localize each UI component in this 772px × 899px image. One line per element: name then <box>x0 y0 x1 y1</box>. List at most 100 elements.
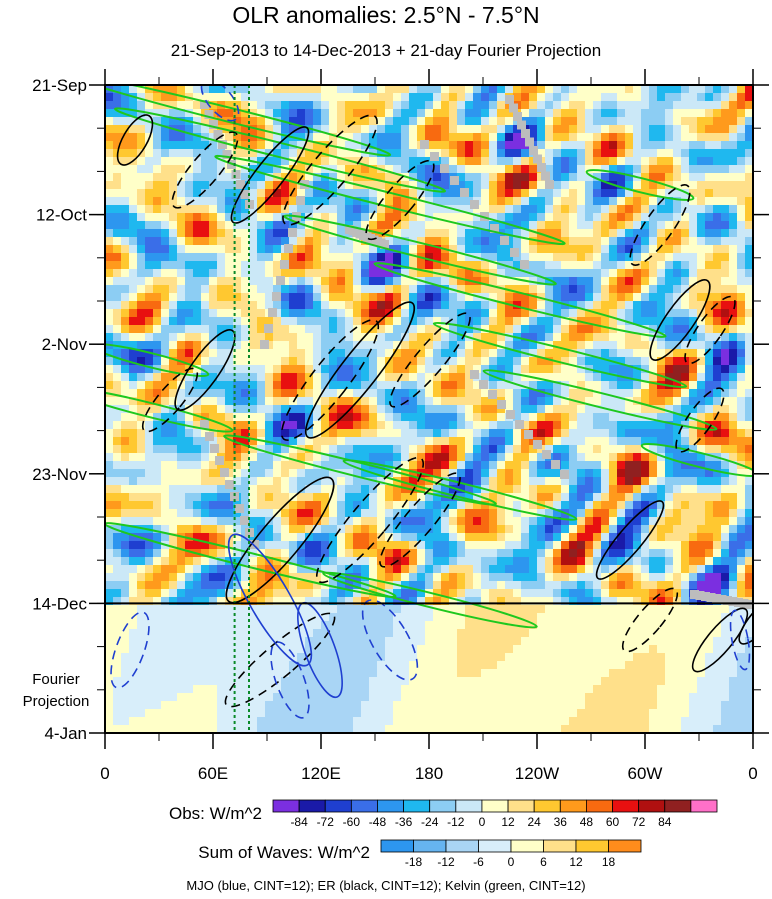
field-cell <box>337 309 346 318</box>
field-cell <box>569 141 578 150</box>
field-cell <box>689 349 698 358</box>
field-cell <box>737 205 746 214</box>
field-cell <box>449 109 458 118</box>
field-cell <box>601 453 610 462</box>
field-cell <box>705 349 714 358</box>
field-cell <box>377 101 386 110</box>
field-cell <box>553 245 562 254</box>
field-cell <box>737 141 746 150</box>
field-cell <box>209 349 218 358</box>
field-cell <box>185 85 194 94</box>
field-cell <box>465 453 474 462</box>
field-cell <box>641 533 650 542</box>
field-cell <box>409 373 418 382</box>
field-cell <box>321 357 330 366</box>
field-cell <box>649 125 658 134</box>
field-cell <box>617 381 626 390</box>
field-cell <box>617 317 626 326</box>
field-cell <box>121 285 130 294</box>
field-cell <box>585 309 594 318</box>
field-cell <box>153 141 162 150</box>
field-cell <box>545 157 554 166</box>
field-cell <box>465 541 474 550</box>
field-cell <box>129 557 138 566</box>
field-cell <box>209 245 218 254</box>
field-cell <box>401 213 410 222</box>
field-cell <box>737 549 746 558</box>
field-cell <box>473 477 482 486</box>
field-cell <box>225 85 234 94</box>
field-cell <box>593 469 602 478</box>
field-cell <box>473 549 482 558</box>
field-cell <box>529 565 538 574</box>
field-cell <box>145 149 154 158</box>
field-cell <box>121 277 130 286</box>
field-cell <box>601 525 610 534</box>
field-cell <box>129 341 138 350</box>
field-cell <box>297 517 306 526</box>
field-cell <box>665 93 674 102</box>
field-cell <box>105 517 114 526</box>
field-cell <box>177 109 186 118</box>
field-cell <box>129 469 138 478</box>
field-cell <box>185 333 194 342</box>
field-cell <box>513 573 522 582</box>
field-cell <box>697 109 706 118</box>
field-cell <box>153 181 162 190</box>
field-cell <box>489 349 498 358</box>
field-cell <box>249 421 258 430</box>
field-cell <box>433 317 442 326</box>
field-cell <box>713 117 722 126</box>
field-cell <box>697 333 706 342</box>
field-cell <box>105 237 114 246</box>
field-cell <box>657 117 666 126</box>
field-cell <box>257 461 266 470</box>
field-cell <box>489 413 498 422</box>
field-cell <box>193 333 202 342</box>
field-cell <box>353 189 362 198</box>
field-cell <box>601 349 610 358</box>
field-cell <box>633 325 642 334</box>
field-cell <box>561 389 570 398</box>
field-cell <box>457 429 466 438</box>
field-cell <box>145 477 154 486</box>
field-cell <box>401 205 410 214</box>
field-cell <box>257 117 266 126</box>
field-cell <box>625 189 634 198</box>
field-cell <box>385 253 394 262</box>
field-cell <box>577 429 586 438</box>
field-cell <box>481 509 490 518</box>
field-cell <box>169 445 178 454</box>
field-cell <box>145 205 154 214</box>
field-cell <box>673 213 682 222</box>
field-cell <box>593 413 602 422</box>
field-cell <box>521 93 530 102</box>
field-cell <box>593 181 602 190</box>
field-cell <box>577 141 586 150</box>
field-cell <box>433 461 442 470</box>
field-cell <box>449 565 458 574</box>
field-cell <box>521 509 530 518</box>
field-cell <box>457 477 466 486</box>
field-cell <box>289 269 298 278</box>
field-cell <box>417 421 426 430</box>
field-cell <box>521 181 530 190</box>
field-cell <box>273 117 282 126</box>
field-cell <box>745 245 753 254</box>
field-cell <box>713 493 722 502</box>
field-cell <box>609 317 618 326</box>
field-cell <box>433 157 442 166</box>
field-cell <box>209 469 218 478</box>
field-cell <box>385 405 394 414</box>
field-cell <box>209 165 218 174</box>
field-cell <box>361 189 370 198</box>
field-cell <box>297 509 306 518</box>
field-cell <box>617 509 626 518</box>
field-cell <box>617 125 626 134</box>
field-cell <box>249 277 258 286</box>
field-cell <box>617 485 626 494</box>
field-cell <box>577 461 586 470</box>
field-cell <box>441 461 450 470</box>
field-cell <box>561 125 570 134</box>
field-cell <box>457 469 466 478</box>
